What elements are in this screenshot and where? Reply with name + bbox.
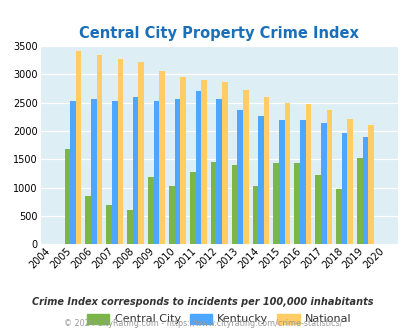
Text: Crime Index corresponds to incidents per 100,000 inhabitants: Crime Index corresponds to incidents per… [32, 297, 373, 307]
Bar [190, 172, 195, 244]
Bar [252, 186, 258, 244]
Bar [132, 97, 138, 244]
Bar [112, 101, 117, 244]
Bar [335, 189, 341, 244]
Bar [222, 82, 227, 244]
Bar [273, 163, 278, 244]
Bar [258, 116, 263, 244]
Bar [237, 110, 242, 244]
Bar [314, 175, 320, 244]
Bar [278, 120, 284, 244]
Bar [117, 59, 123, 244]
Bar [64, 149, 70, 244]
Bar [70, 101, 76, 244]
Bar [180, 77, 185, 244]
Bar [299, 120, 305, 244]
Bar [326, 110, 331, 244]
Bar [195, 91, 200, 244]
Bar [242, 90, 248, 244]
Bar [174, 99, 180, 244]
Bar [76, 51, 81, 244]
Bar [356, 158, 362, 244]
Bar [138, 62, 144, 244]
Bar [284, 103, 290, 244]
Text: © 2024 CityRating.com - https://www.cityrating.com/crime-statistics/: © 2024 CityRating.com - https://www.city… [64, 319, 341, 328]
Bar [305, 105, 311, 244]
Bar [263, 97, 269, 244]
Title: Central City Property Crime Index: Central City Property Crime Index [79, 26, 358, 41]
Bar [320, 123, 326, 244]
Bar [294, 163, 299, 244]
Bar [159, 71, 164, 244]
Bar [85, 196, 91, 244]
Bar [347, 119, 352, 244]
Legend: Central City, Kentucky, National: Central City, Kentucky, National [82, 309, 355, 329]
Bar [210, 162, 216, 244]
Bar [91, 99, 96, 244]
Bar [127, 210, 132, 244]
Bar [362, 137, 367, 244]
Bar [341, 133, 347, 244]
Bar [216, 99, 222, 244]
Bar [367, 125, 373, 244]
Bar [231, 165, 237, 244]
Bar [200, 80, 206, 244]
Bar [96, 55, 102, 244]
Bar [148, 178, 153, 244]
Bar [168, 186, 174, 244]
Bar [153, 101, 159, 244]
Bar [106, 205, 112, 244]
